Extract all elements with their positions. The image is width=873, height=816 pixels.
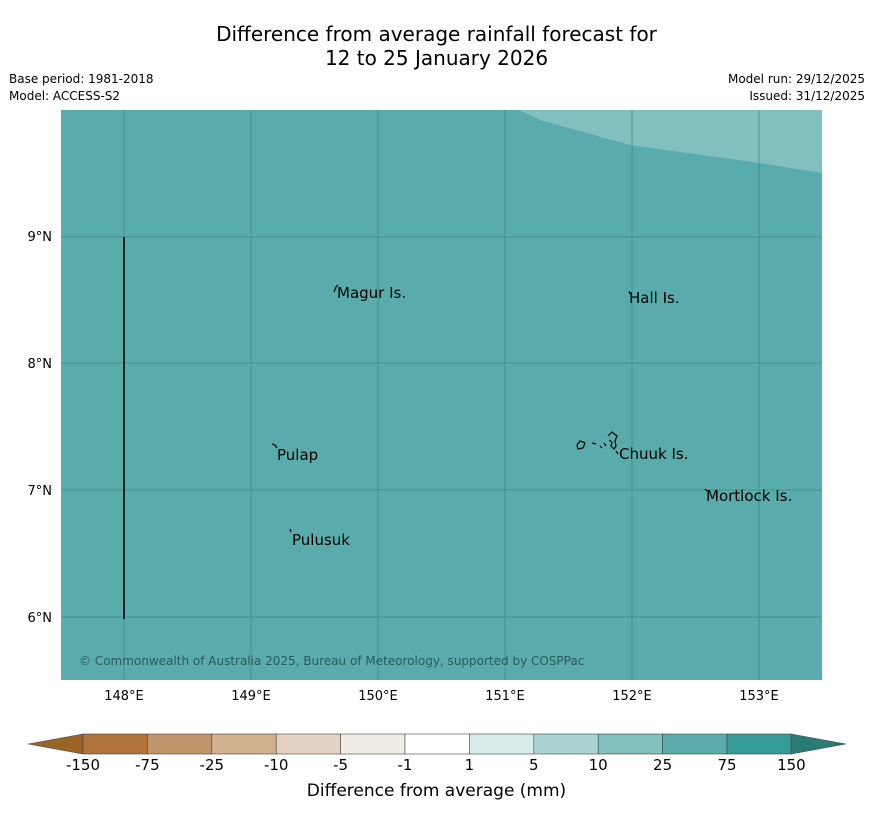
- colorbar-tick-label: -1: [397, 756, 413, 774]
- colorbar-segment-8: [597, 733, 663, 755]
- wetter-zone: [519, 110, 822, 173]
- lon-tick-150e: 150°E: [358, 689, 398, 704]
- lat-tick-6n: 6°N: [28, 611, 53, 626]
- colorbar-tick-label: -75: [135, 756, 160, 774]
- colorbar-segment-5: [404, 733, 470, 755]
- colorbar-under-arrow: [27, 733, 84, 755]
- issued-date: Issued: 31/12/2025: [749, 89, 865, 103]
- lat-tick-9n: 9°N: [28, 230, 53, 245]
- lon-tick-149e: 149°E: [231, 689, 271, 704]
- colorbar-tick-label: -150: [65, 756, 101, 774]
- colorbar-tick-labels: -150 -75 -25 -10 -5 -1 1 5 10 25 75 150: [0, 756, 873, 776]
- island-pulap: [271, 443, 278, 449]
- base-period: Base period: 1981-2018: [9, 72, 154, 86]
- colorbar: [27, 733, 847, 755]
- colorbar-tick-label: 25: [653, 756, 673, 774]
- island-mortlock: [704, 488, 708, 492]
- colorbar-segment-6: [469, 733, 535, 755]
- colorbar-segments: [82, 733, 792, 755]
- island-pulusuk: [289, 528, 292, 533]
- island-chuuk: [576, 431, 619, 455]
- lat-tick-8n: 8°N: [28, 357, 53, 372]
- place-chuuk: Chuuk Is.: [619, 445, 688, 463]
- colorbar-tick-label: -10: [263, 756, 289, 774]
- lon-tick-152e: 152°E: [612, 689, 652, 704]
- lon-tick-153e: 153°E: [739, 689, 779, 704]
- colorbar-segment-0: [82, 733, 148, 755]
- meta-right: Model run: 29/12/2025 Issued: 31/12/2025: [728, 71, 865, 105]
- colorbar-segment-1: [147, 733, 213, 755]
- colorbar-segment-3: [275, 733, 341, 755]
- place-pulap: Pulap: [277, 446, 318, 464]
- colorbar-tick-label: 75: [717, 756, 737, 774]
- model-run: Model run: 29/12/2025: [727, 72, 865, 86]
- colorbar-tick-label: -5: [333, 756, 349, 774]
- lat-tick-7n: 7°N: [28, 484, 53, 499]
- colorbar-tick-label: 150: [777, 756, 806, 774]
- meta-left: Base period: 1981-2018 Model: ACCESS-S2: [9, 71, 154, 105]
- colorbar-tick-label: 5: [529, 756, 539, 774]
- place-pulusuk: Pulusuk: [292, 531, 350, 549]
- island-outlines: [271, 284, 708, 533]
- title-line-2: 12 to 25 January 2026: [324, 46, 549, 70]
- map-background: [61, 110, 822, 680]
- island-hall: [628, 290, 631, 295]
- colorbar-segment-9: [662, 733, 728, 755]
- title-line-1: Difference from average rainfall forecas…: [216, 22, 657, 46]
- island-magur: [333, 284, 339, 293]
- place-hall: Hall Is.: [629, 289, 680, 307]
- colorbar-over-arrow: [790, 733, 847, 755]
- gridlines: [61, 110, 822, 680]
- place-magur: Magur Is.: [337, 284, 406, 302]
- copyright-notice: © Commonwealth of Australia 2025, Bureau…: [79, 654, 584, 668]
- lon-tick-151e: 151°E: [485, 689, 525, 704]
- colorbar-tick-label: 1: [464, 756, 475, 774]
- colorbar-tick-label: 10: [588, 756, 608, 774]
- lon-tick-148e: 148°E: [104, 689, 144, 704]
- colorbar-segment-7: [533, 733, 599, 755]
- colorbar-tick-label: -25: [199, 756, 225, 774]
- chart-title: Difference from average rainfall forecas…: [0, 22, 873, 70]
- colorbar-segment-10: [726, 733, 792, 755]
- colorbar-segment-4: [340, 733, 406, 755]
- model-name: Model: ACCESS-S2: [9, 89, 121, 103]
- place-mortlock: Mortlock Is.: [706, 487, 792, 505]
- colorbar-segment-2: [211, 733, 277, 755]
- colorbar-title: Difference from average (mm): [306, 781, 567, 801]
